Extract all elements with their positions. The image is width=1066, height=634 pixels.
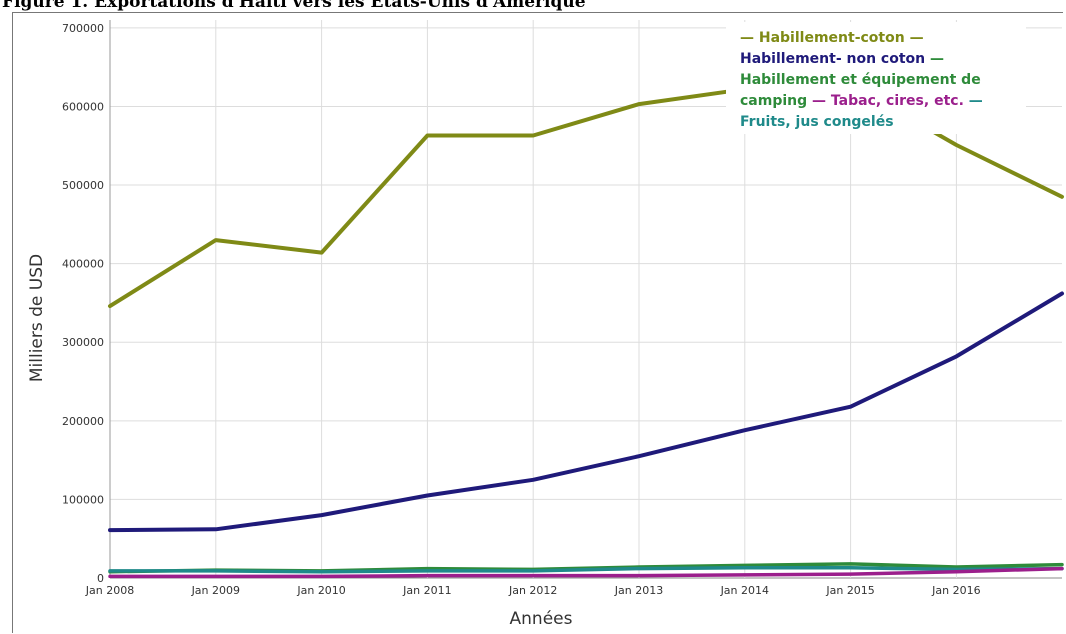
x-tick-label: Jan 2010 bbox=[296, 584, 345, 597]
legend-line-3: camping — Tabac, cires, etc. — bbox=[740, 93, 983, 109]
legend-line-4: Fruits, jus congelés bbox=[740, 114, 894, 130]
series-line-1 bbox=[108, 291, 1064, 533]
y-tick-label: 0 bbox=[97, 572, 104, 585]
figure-caption: Figure 1. Exportations d'Haïti vers les … bbox=[2, 0, 586, 12]
x-tick-label: Jan 2012 bbox=[508, 584, 557, 597]
legend-box bbox=[726, 22, 1026, 134]
y-tick-label: 300000 bbox=[62, 336, 104, 349]
x-tick-label: Jan 2009 bbox=[191, 584, 240, 597]
series-line-4 bbox=[108, 566, 1064, 574]
x-tick-label: Jan 2014 bbox=[720, 584, 769, 597]
x-tick-label: Jan 2011 bbox=[402, 584, 451, 597]
legend-line-0: — Habillement-coton — bbox=[740, 30, 924, 46]
x-tick-label: Jan 2016 bbox=[931, 584, 980, 597]
legend: — Habillement-coton — Habillement- non co… bbox=[726, 22, 1026, 134]
x-tick-label: Jan 2015 bbox=[825, 584, 874, 597]
series-line-3 bbox=[108, 566, 1064, 579]
y-axis-title: Milliers de USD bbox=[27, 254, 47, 382]
y-tick-label: 400000 bbox=[62, 258, 104, 271]
x-axis-title: Années bbox=[510, 609, 573, 629]
y-tick-label: 500000 bbox=[62, 179, 104, 192]
y-tick-label: 100000 bbox=[62, 493, 104, 506]
y-tick-label: 700000 bbox=[62, 22, 104, 35]
y-tick-label: 600000 bbox=[62, 100, 104, 113]
x-tick-label: Jan 2008 bbox=[85, 584, 134, 597]
y-tick-label: 200000 bbox=[62, 415, 104, 428]
legend-line-2: Habillement et équipement de bbox=[740, 72, 981, 88]
figure-frame bbox=[12, 12, 1063, 633]
x-tick-label: Jan 2013 bbox=[614, 584, 663, 597]
legend-line-1: Habillement- non coton — bbox=[740, 51, 944, 67]
tick-labels: 0 100000 200000 300000 400000 500000 600000 700… bbox=[62, 22, 981, 597]
series-lines bbox=[108, 82, 1064, 579]
